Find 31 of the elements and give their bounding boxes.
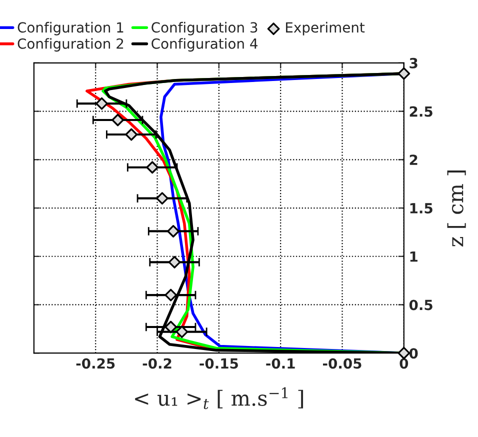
x-tick-label: -0.2 [142,358,172,369]
x-axis-title: < u₁ >$_{t}$ [ m.s$^{−1}$ ] [135,387,304,410]
x-tick-label: 0 [400,358,408,369]
y-tick-label: 0 [409,348,418,359]
point [96,97,108,110]
legend-label: Experiment [286,22,365,36]
y-tick-label: 3 [410,58,418,68]
point [164,288,178,302]
point [167,225,180,238]
y-tick-label: 2 [410,154,418,165]
x-tick-label: -0.05 [322,358,362,369]
point [112,114,124,126]
y-tick-label: 1 [410,252,418,262]
x-tick-label: -0.25 [76,358,115,369]
y-tick-label: 1.5 [410,203,432,214]
point [168,256,181,268]
y-tick-label: 0.5 [409,300,432,310]
legend-label: Configuration 2 [18,38,124,52]
point [164,320,178,334]
legend-label: Configuration 3 [152,22,258,36]
point [125,128,138,141]
point [176,326,188,338]
legend-label: Configuration 1 [18,22,124,36]
y-axis-title: z [ cm ] [447,170,466,246]
legend-label: Configuration 4 [152,38,258,52]
x-tick-label: -0.15 [200,358,238,369]
y-tick-label: 2.5 [410,106,432,117]
x-tick-label: -0.1 [266,358,295,369]
point [146,161,159,174]
point [398,67,410,80]
point [156,192,168,205]
